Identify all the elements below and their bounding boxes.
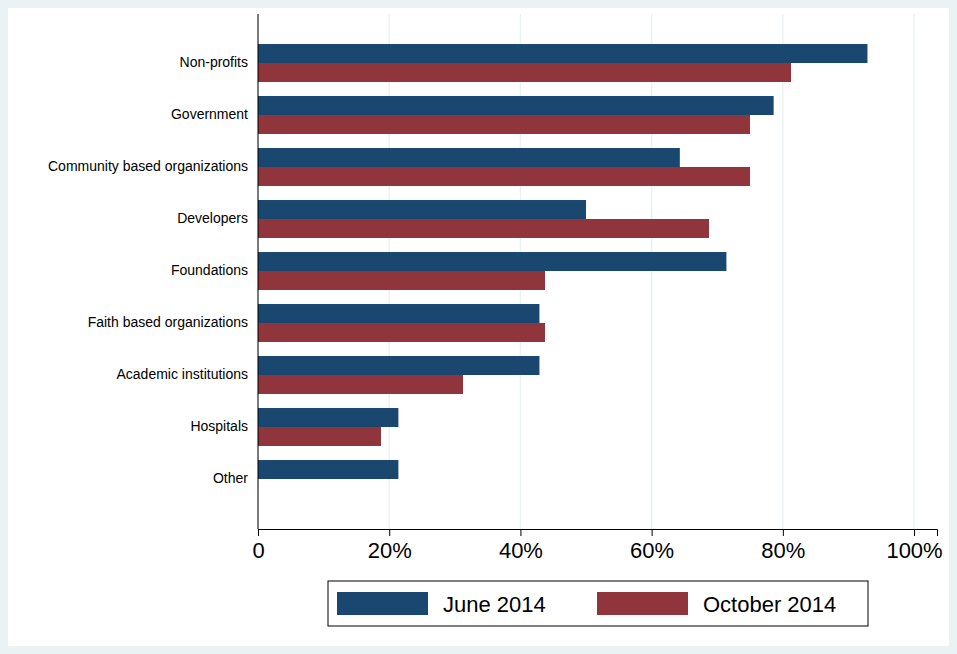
x-axis: 0 20% 40% 60% 80% 100%	[252, 529, 942, 563]
chart-background	[8, 8, 949, 646]
bar	[258, 356, 539, 375]
bar	[258, 427, 381, 446]
y-tick-label: Non-profits	[180, 54, 248, 70]
bar	[258, 167, 750, 186]
bar	[258, 323, 545, 342]
y-tick-label: Faith based organizations	[88, 314, 248, 330]
bar	[258, 115, 750, 134]
x-tick: 60%	[630, 529, 674, 563]
x-tick-label: 20%	[368, 538, 412, 563]
y-tick-label: Government	[171, 106, 248, 122]
bar	[258, 375, 463, 394]
y-axis-line	[258, 14, 259, 529]
y-tick-label: Hospitals	[190, 418, 248, 434]
y-tick: Academic institutions	[116, 366, 258, 382]
legend-swatch	[597, 592, 688, 615]
bar	[258, 304, 539, 323]
bar	[258, 460, 398, 479]
legend-label: October 2014	[703, 592, 836, 617]
x-tick-label: 0	[252, 538, 264, 563]
chart: 0 20% 40% 60% 80% 100% Non-profits Government Co…	[0, 0, 957, 654]
y-tick: Government	[171, 106, 258, 122]
y-tick: Hospitals	[190, 418, 258, 434]
x-tick-mark	[258, 529, 259, 536]
y-tick-label: Community based organizations	[48, 158, 248, 174]
x-tick-mark	[520, 529, 521, 536]
x-tick-label: 40%	[499, 538, 543, 563]
bar-series	[258, 63, 791, 446]
bars	[258, 44, 867, 479]
x-tick-mark	[389, 529, 390, 536]
x-tick-mark	[783, 529, 784, 536]
bar	[258, 219, 709, 238]
x-axis-line	[259, 530, 938, 537]
x-tick: 20%	[368, 529, 412, 563]
y-tick: Developers	[177, 210, 258, 226]
bar	[258, 63, 791, 82]
x-tick: 80%	[761, 529, 805, 563]
legend-box	[328, 581, 868, 626]
grid-line	[913, 14, 915, 529]
bar	[258, 271, 545, 290]
bar	[258, 408, 398, 427]
bar	[258, 252, 726, 271]
y-tick-label: Other	[213, 470, 248, 486]
bar	[258, 200, 586, 219]
grid-line	[782, 14, 784, 529]
x-tick: 100%	[886, 529, 942, 563]
legend: June 2014 October 2014	[328, 581, 868, 626]
y-tick: Community based organizations	[48, 158, 258, 174]
x-tick-label: 100%	[886, 538, 942, 563]
legend-swatch	[337, 592, 428, 615]
grid-line	[651, 14, 653, 529]
legend-label: June 2014	[443, 592, 546, 617]
y-axis: Non-profits Government Community based org…	[48, 14, 258, 529]
x-tick-label: 80%	[761, 538, 805, 563]
bar	[258, 44, 867, 63]
y-tick: Foundations	[171, 262, 258, 278]
bar	[258, 96, 774, 115]
x-tick-label: 60%	[630, 538, 674, 563]
x-tick: 0	[252, 529, 264, 563]
bar-series	[258, 44, 867, 479]
y-tick: Faith based organizations	[88, 314, 258, 330]
y-tick-label: Foundations	[171, 262, 248, 278]
y-tick-label: Developers	[177, 210, 248, 226]
y-tick: Other	[213, 470, 258, 486]
y-tick: Non-profits	[180, 54, 258, 70]
y-tick-label: Academic institutions	[116, 366, 248, 382]
x-tick-mark	[914, 529, 915, 536]
bar	[258, 148, 680, 167]
x-tick: 40%	[499, 529, 543, 563]
grid	[258, 14, 914, 529]
x-tick-mark	[652, 529, 653, 536]
